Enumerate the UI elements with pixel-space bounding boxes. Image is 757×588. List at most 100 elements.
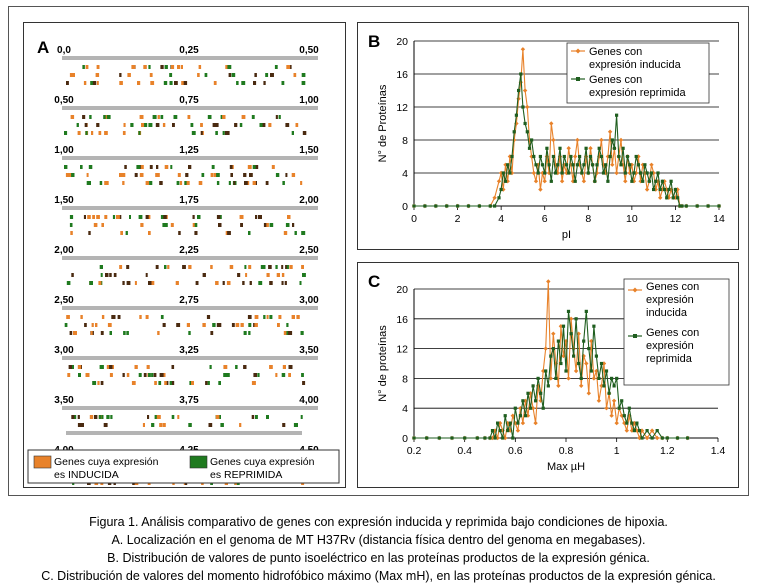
gene-mark — [248, 331, 251, 335]
gene-mark — [300, 415, 303, 419]
data-point — [523, 414, 528, 418]
y-tick-label: 0 — [402, 433, 408, 445]
gene-mark — [122, 373, 125, 377]
gene-mark — [294, 423, 298, 427]
gene-mark — [71, 415, 75, 419]
gene-mark — [283, 331, 287, 335]
data-point — [637, 429, 642, 433]
gene-mark — [84, 323, 87, 327]
gene-mark — [247, 165, 252, 169]
gene-mark — [99, 265, 103, 269]
data-point — [675, 187, 680, 192]
gene-mark — [170, 165, 173, 169]
gene-mark — [171, 415, 175, 419]
data-point — [582, 339, 586, 343]
gene-mark — [137, 81, 141, 85]
gene-mark — [87, 181, 91, 185]
gene-mark — [223, 373, 227, 377]
legend-marker — [632, 287, 638, 293]
x-tick-label: 0.2 — [407, 445, 422, 457]
data-point — [627, 170, 632, 176]
data-point — [686, 436, 690, 440]
legend-marker — [633, 334, 637, 338]
data-point — [597, 146, 601, 150]
data-point — [522, 88, 528, 93]
legend-label: expresión — [646, 294, 694, 306]
data-point — [527, 137, 532, 143]
gene-mark — [142, 423, 145, 427]
gene-mark — [124, 165, 127, 169]
data-point — [580, 171, 584, 175]
legend-swatch-repressed — [189, 455, 208, 469]
data-point — [620, 399, 624, 403]
gene-mark — [157, 115, 160, 119]
data-point — [512, 130, 516, 134]
data-point — [516, 96, 521, 101]
gene-mark — [206, 315, 211, 319]
gene-mark — [239, 215, 244, 219]
gene-mark — [89, 281, 93, 285]
data-point — [495, 435, 500, 441]
gene-mark — [253, 81, 257, 85]
data-point — [531, 384, 535, 388]
gene-mark — [222, 281, 225, 285]
x-tick-label: 10 — [626, 213, 638, 225]
gene-mark — [69, 331, 73, 335]
gene-mark — [205, 73, 208, 77]
genome-position-label: 0,50 — [54, 95, 74, 106]
data-point — [594, 170, 600, 176]
gene-mark — [100, 381, 104, 385]
gene-mark — [269, 281, 273, 285]
gene-mark — [96, 123, 100, 127]
gene-mark — [227, 231, 231, 235]
y-tick-label: 12 — [396, 102, 408, 114]
data-point — [412, 436, 416, 440]
data-point — [508, 171, 512, 175]
gene-mark — [260, 215, 262, 219]
data-point — [551, 137, 556, 143]
gene-mark — [275, 265, 278, 269]
gene-mark — [118, 215, 122, 219]
data-point — [490, 429, 495, 433]
data-point — [569, 332, 573, 336]
gene-mark — [180, 65, 183, 69]
gene-mark — [145, 215, 149, 219]
gene-mark — [288, 331, 293, 335]
gene-mark — [195, 281, 199, 285]
data-point — [425, 436, 429, 440]
gene-mark — [265, 73, 269, 77]
gene-mark — [212, 123, 216, 127]
x-tick-label: 0.4 — [457, 445, 472, 457]
data-point — [463, 436, 467, 440]
gene-mark — [184, 181, 187, 185]
data-point — [545, 146, 549, 150]
y-tick-label: 16 — [396, 69, 408, 81]
data-point — [668, 187, 674, 192]
gene-mark — [233, 181, 236, 185]
gene-mark — [217, 323, 222, 327]
genome-position-label: 1,00 — [54, 145, 74, 156]
gene-mark — [301, 73, 306, 77]
gene-mark — [205, 381, 208, 385]
gene-mark — [269, 365, 273, 369]
genome-position-label: 2,00 — [54, 245, 74, 256]
gene-mark — [284, 281, 287, 285]
gene-mark — [302, 273, 306, 277]
data-point — [538, 154, 542, 159]
gene-mark — [210, 173, 214, 177]
data-point — [624, 428, 629, 433]
gene-mark — [291, 173, 296, 177]
data-point — [554, 171, 558, 175]
gene-mark — [101, 365, 104, 369]
data-point — [592, 324, 596, 328]
gene-mark — [82, 65, 85, 69]
gene-mark — [126, 373, 130, 377]
legend-label: expresión inducida — [589, 59, 682, 71]
gene-mark — [255, 415, 258, 419]
gene-mark — [258, 281, 263, 285]
gene-mark — [157, 173, 160, 177]
gene-mark — [213, 173, 216, 177]
gene-mark — [73, 73, 75, 77]
gene-mark — [163, 81, 168, 85]
gene-mark — [268, 265, 272, 269]
